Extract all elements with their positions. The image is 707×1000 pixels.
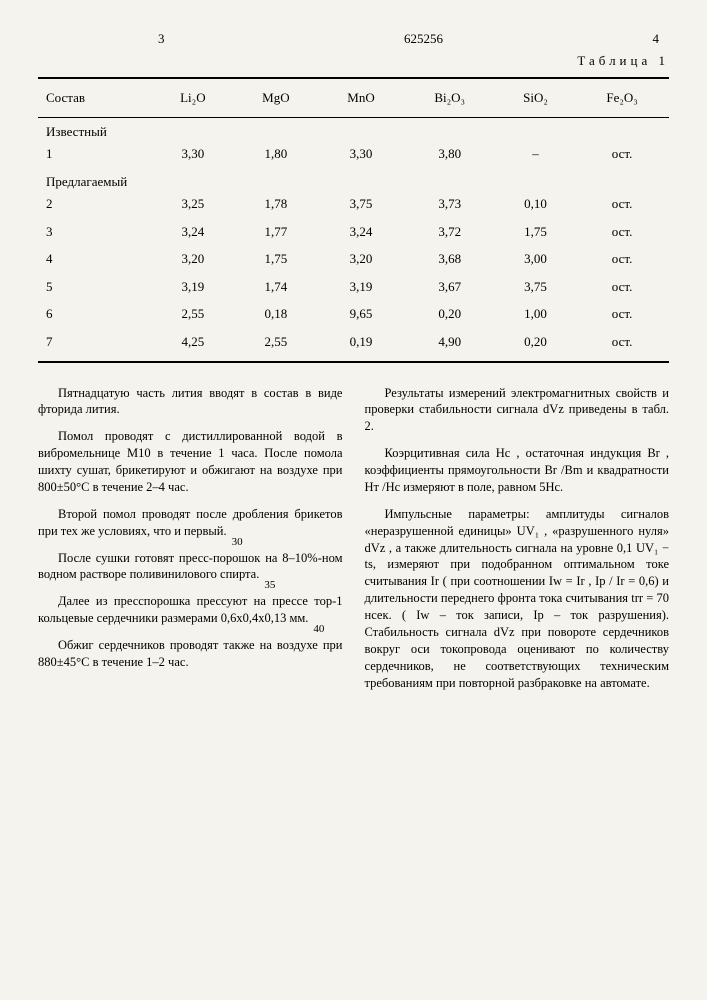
table-row: 62,550,189,650,201,00ост. — [38, 300, 669, 328]
table-row: 53,191,743,193,673,75ост. — [38, 273, 669, 301]
table-row: 74,252,550,194,900,20ост. — [38, 328, 669, 362]
table-row: 13,301,803,303,80–ост. — [38, 140, 669, 168]
table-cell: 1,74 — [233, 273, 318, 301]
table-cell: 9,65 — [318, 300, 403, 328]
table-cell: ост. — [575, 245, 669, 273]
col-header: MgO — [233, 78, 318, 117]
table-cell: ост. — [575, 140, 669, 168]
table-cell: 3,25 — [152, 190, 233, 218]
table-cell: 3,30 — [318, 140, 403, 168]
paragraph: Импульсные параметры: амплитуды сигналов… — [365, 506, 670, 692]
table-cell: 0,18 — [233, 300, 318, 328]
table-cell: ост. — [575, 218, 669, 246]
table-cell: 1,00 — [496, 300, 575, 328]
table-cell: 1,78 — [233, 190, 318, 218]
col-header: Fe₂O₃ — [575, 78, 669, 117]
table-cell: ост. — [575, 300, 669, 328]
table-cell: 3,73 — [404, 190, 496, 218]
document-number: 625256 — [404, 30, 443, 48]
table-cell: 3,19 — [152, 273, 233, 301]
table-cell: 1,77 — [233, 218, 318, 246]
composition-table: Состав Li₂O MgO MnO Bi₂O₃ SiO₂ Fe₂O₃ Изв… — [38, 77, 669, 362]
table-cell: 3,24 — [318, 218, 403, 246]
table-cell: 1,80 — [233, 140, 318, 168]
table-cell: 4,90 — [404, 328, 496, 362]
table-cell: ост. — [575, 190, 669, 218]
paragraph: После сушки готовят пресс-порошок на 8–1… — [38, 550, 343, 584]
table-cell: 3,80 — [404, 140, 496, 168]
table-cell: 2,55 — [152, 300, 233, 328]
paragraph: Коэрцитивная сила Hc , остаточная индукц… — [365, 445, 670, 496]
table-cell: 3,20 — [152, 245, 233, 273]
table-cell: 3,68 — [404, 245, 496, 273]
paragraph: Обжиг сердечников проводят также на возд… — [38, 637, 343, 671]
paragraph: Помол проводят с дистиллированной водой … — [38, 428, 343, 496]
table-row: 43,201,753,203,683,00ост. — [38, 245, 669, 273]
table-cell: 3,75 — [496, 273, 575, 301]
paragraph: Результаты измерений электромагнитных св… — [365, 385, 670, 436]
col-header: Bi₂O₃ — [404, 78, 496, 117]
body-text-columns: Пятнадцатую часть лития вводят в состав … — [38, 385, 669, 692]
table-cell: 1,75 — [496, 218, 575, 246]
right-page-number: 4 — [653, 30, 660, 48]
table-group-label: Предлагаемый — [38, 168, 669, 191]
group-label-cell: Известный — [38, 117, 669, 140]
table-cell: 2,55 — [233, 328, 318, 362]
paragraph: Второй помол проводят после дробления бр… — [38, 506, 343, 540]
margin-line-number: 30 — [212, 535, 243, 550]
table-cell: ост. — [575, 328, 669, 362]
table-cell: 0,20 — [404, 300, 496, 328]
table-cell: 3,20 — [318, 245, 403, 273]
group-label-cell: Предлагаемый — [38, 168, 669, 191]
table-cell: 1 — [38, 140, 152, 168]
table-cell: 3,24 — [152, 218, 233, 246]
left-page-number: 3 — [158, 30, 165, 48]
table-cell: 3,75 — [318, 190, 403, 218]
table-cell: ост. — [575, 273, 669, 301]
table-cell: 4 — [38, 245, 152, 273]
table-cell: 6 — [38, 300, 152, 328]
table-cell: 3,30 — [152, 140, 233, 168]
table-cell: 3,72 — [404, 218, 496, 246]
table-cell: 3,67 — [404, 273, 496, 301]
margin-line-number: 35 — [244, 578, 275, 593]
table-cell: 3,19 — [318, 273, 403, 301]
table-caption: Таблица 1 — [38, 52, 669, 70]
table-cell: 4,25 — [152, 328, 233, 362]
table-cell: 3,00 — [496, 245, 575, 273]
table-cell: 1,75 — [233, 245, 318, 273]
table-row: 23,251,783,753,730,10ост. — [38, 190, 669, 218]
col-header: Li₂O — [152, 78, 233, 117]
table-header-row: Состав Li₂O MgO MnO Bi₂O₃ SiO₂ Fe₂O₃ — [38, 78, 669, 117]
table-cell: 3 — [38, 218, 152, 246]
table-cell: 5 — [38, 273, 152, 301]
page-header: 3 625256 4 — [38, 30, 669, 48]
paragraph: Пятнадцатую часть лития вводят в состав … — [38, 385, 343, 419]
table-row: 33,241,773,243,721,75ост. — [38, 218, 669, 246]
col-header: Состав — [38, 78, 152, 117]
margin-line-number: 40 — [293, 622, 324, 637]
table-cell: 0,19 — [318, 328, 403, 362]
paragraph: Далее из пресспорошка прессуют на прессе… — [38, 593, 343, 627]
col-header: SiO₂ — [496, 78, 575, 117]
col-header: MnO — [318, 78, 403, 117]
table-cell: – — [496, 140, 575, 168]
table-cell: 0,10 — [496, 190, 575, 218]
table-group-label: Известный — [38, 117, 669, 140]
table-cell: 7 — [38, 328, 152, 362]
table-cell: 0,20 — [496, 328, 575, 362]
table-cell: 2 — [38, 190, 152, 218]
